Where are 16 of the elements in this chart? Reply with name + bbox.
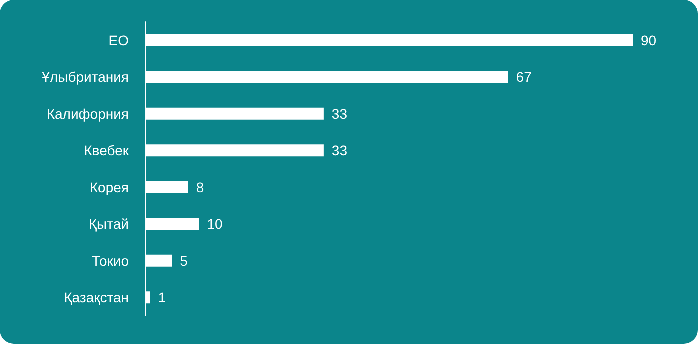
y-tick-label: Қытай (88, 216, 129, 232)
y-tick-label: Қазақстан (64, 290, 129, 306)
data-label: 90 (641, 32, 657, 48)
data-label: 33 (332, 106, 348, 122)
data-label: 33 (332, 142, 348, 159)
y-tick-label: ЕО (108, 32, 130, 48)
data-label: 67 (516, 69, 532, 86)
y-tick-label: Калифорния (46, 106, 129, 122)
y-tick-label: Токио (92, 252, 130, 269)
data-label: 10 (207, 216, 224, 232)
data-label: 5 (180, 252, 188, 269)
data-label: 8 (196, 179, 204, 196)
y-tick-label: Ұлыбритания (42, 69, 129, 86)
data-label: 1 (158, 290, 166, 306)
y-tick-label: Корея (90, 179, 129, 196)
y-tick-label: Квебек (84, 142, 130, 159)
